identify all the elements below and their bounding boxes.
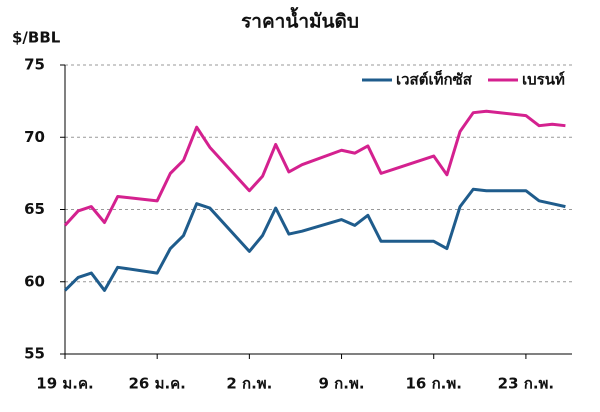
legend-label: เบรนท์	[522, 71, 565, 89]
x-tick-label: 26 ม.ค.	[128, 375, 185, 393]
y-tick-label: 65	[24, 200, 45, 218]
y-tick-label: 55	[24, 345, 45, 363]
series-line	[63, 187, 566, 292]
y-tick-label: 70	[24, 128, 45, 146]
x-tick-label: 23 ก.พ.	[498, 375, 554, 393]
x-tick-label: 2 ก.พ.	[226, 375, 272, 393]
y-axis-label: $/BBL	[12, 29, 61, 47]
series-line	[63, 109, 566, 227]
legend-label: เวสต์เท็กซัส	[396, 70, 473, 89]
x-tick-label: 16 ก.พ.	[405, 375, 461, 393]
y-tick-label: 60	[24, 272, 45, 290]
x-tick-label: 9 ก.พ.	[319, 375, 365, 393]
chart-title: ราคาน้ำมันดิบ	[241, 7, 359, 33]
y-tick-label: 75	[24, 56, 45, 74]
x-tick-label: 19 ม.ค.	[36, 375, 93, 393]
